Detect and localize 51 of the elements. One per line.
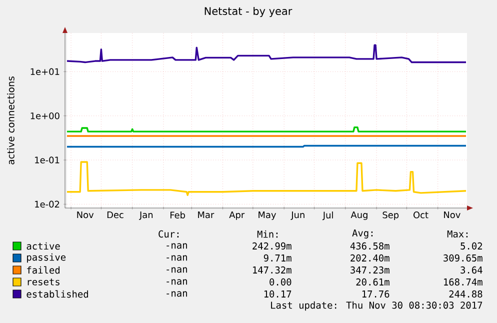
x-tick-label: Sep bbox=[382, 212, 399, 220]
text: 436.58m bbox=[350, 242, 390, 250]
text: -nan bbox=[166, 243, 187, 249]
text: 242.99m bbox=[252, 242, 292, 250]
text: 147.32m bbox=[253, 266, 292, 274]
text: Last update: Thu Nov 30 08:30:03 2017 bbox=[271, 301, 482, 311]
x-tick-label: Jan bbox=[139, 212, 153, 220]
line-series bbox=[66, 44, 467, 64]
legend-label: passive bbox=[27, 253, 66, 263]
y-tick-label: 1e+01 bbox=[30, 68, 60, 76]
text: 17.76 bbox=[362, 290, 390, 298]
text: -nan bbox=[166, 291, 187, 297]
x-tick-label: Apr bbox=[229, 212, 245, 220]
text: Max: bbox=[447, 230, 468, 238]
y-tick-label: 1e+00 bbox=[30, 112, 60, 120]
y-axis-title: active connections bbox=[7, 76, 14, 164]
x-tick-label: Nov bbox=[77, 212, 94, 218]
y-tick-label: 1e-02 bbox=[35, 200, 60, 208]
text: 244.88 bbox=[449, 290, 482, 298]
text: -nan bbox=[166, 255, 187, 261]
x-tick-label: Jun bbox=[290, 212, 304, 220]
text: 20.61m bbox=[356, 278, 390, 286]
x-tick-label: May bbox=[258, 212, 276, 220]
chart-title: Netstat - by year bbox=[204, 6, 292, 18]
text: -nan bbox=[166, 279, 187, 285]
text: 309.65m bbox=[444, 254, 482, 262]
text: Avg: bbox=[352, 230, 373, 238]
legend-label: resets bbox=[28, 278, 60, 286]
text: -nan bbox=[166, 267, 187, 273]
text: Min: bbox=[257, 230, 278, 238]
text: 202.40m bbox=[350, 254, 390, 262]
text: Cur: bbox=[158, 230, 179, 238]
x-tick-label: Feb bbox=[170, 212, 186, 218]
text: 9.71m bbox=[264, 254, 292, 262]
x-tick-label: Nov bbox=[444, 212, 460, 218]
x-tick-label: Oct bbox=[414, 212, 428, 218]
legend-label: active bbox=[26, 242, 60, 250]
line-series bbox=[66, 161, 467, 196]
text: 5.02 bbox=[460, 242, 482, 250]
x-tick-label: Mar bbox=[198, 212, 214, 218]
x-tick-label: Dec bbox=[107, 212, 124, 218]
text: 347.23m bbox=[350, 266, 390, 274]
text: 168.74m bbox=[444, 278, 482, 286]
y-tick-label: 1e-01 bbox=[35, 156, 60, 164]
text: 3.64 bbox=[460, 266, 482, 274]
legend-label: established bbox=[26, 290, 88, 298]
x-tick-label: Jul bbox=[322, 212, 333, 220]
text: 10.17 bbox=[264, 290, 292, 298]
x-tick-label: Aug bbox=[350, 212, 368, 220]
text: 0.00 bbox=[270, 278, 292, 286]
legend-label: failed bbox=[27, 266, 60, 274]
